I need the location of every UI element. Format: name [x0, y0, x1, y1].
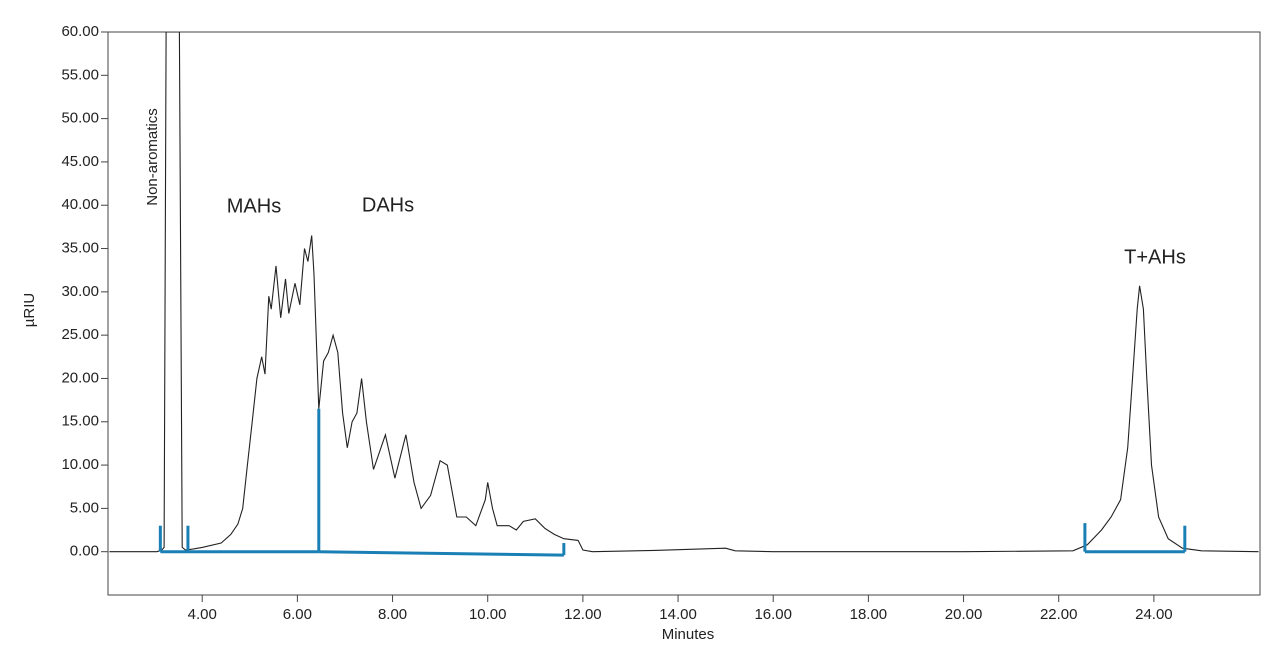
x-tick-label: 6.00: [283, 606, 312, 623]
y-tick-label: 10.00: [61, 456, 99, 473]
x-tick-label: 22.00: [1040, 606, 1078, 623]
y-tick-label: 15.00: [61, 413, 99, 430]
peak-annotation: DAHs: [362, 194, 414, 216]
chromatogram-trace: [109, 32, 1259, 553]
x-tick-label: 10.00: [469, 606, 507, 623]
y-tick-label: 25.00: [61, 326, 99, 343]
x-tick-label: 12.00: [564, 606, 602, 623]
y-tick-label: 60.00: [61, 23, 99, 40]
plot-frame: [107, 31, 1261, 596]
integration-baseline: [318, 550, 564, 557]
plot-area: [109, 32, 1259, 557]
peak-annotation: MAHs: [227, 195, 281, 217]
x-tick-label: 4.00: [188, 606, 217, 623]
x-tick-label: 14.00: [659, 606, 697, 623]
y-axis-label: µRIU: [21, 293, 38, 327]
x-tick-label: 8.00: [378, 606, 407, 623]
y-tick-label: 20.00: [61, 369, 99, 386]
y-tick-label: 45.00: [61, 153, 99, 170]
peak-annotation: T+AHs: [1124, 246, 1186, 268]
y-tick-label: 0.00: [70, 543, 99, 560]
y-tick-label: 5.00: [70, 499, 99, 516]
peak-annotation: Non-aromatics: [144, 108, 161, 206]
y-tick-label: 55.00: [61, 66, 99, 83]
y-tick-label: 30.00: [61, 283, 99, 300]
y-tick-label: 50.00: [61, 110, 99, 127]
x-tick-label: 20.00: [945, 606, 983, 623]
y-tick-label: 40.00: [61, 196, 99, 213]
y-tick-label: 35.00: [61, 240, 99, 257]
x-axis-label: Minutes: [662, 626, 715, 643]
x-tick-label: 18.00: [850, 606, 888, 623]
x-tick-label: 24.00: [1135, 606, 1173, 623]
x-tick-label: 16.00: [754, 606, 792, 623]
